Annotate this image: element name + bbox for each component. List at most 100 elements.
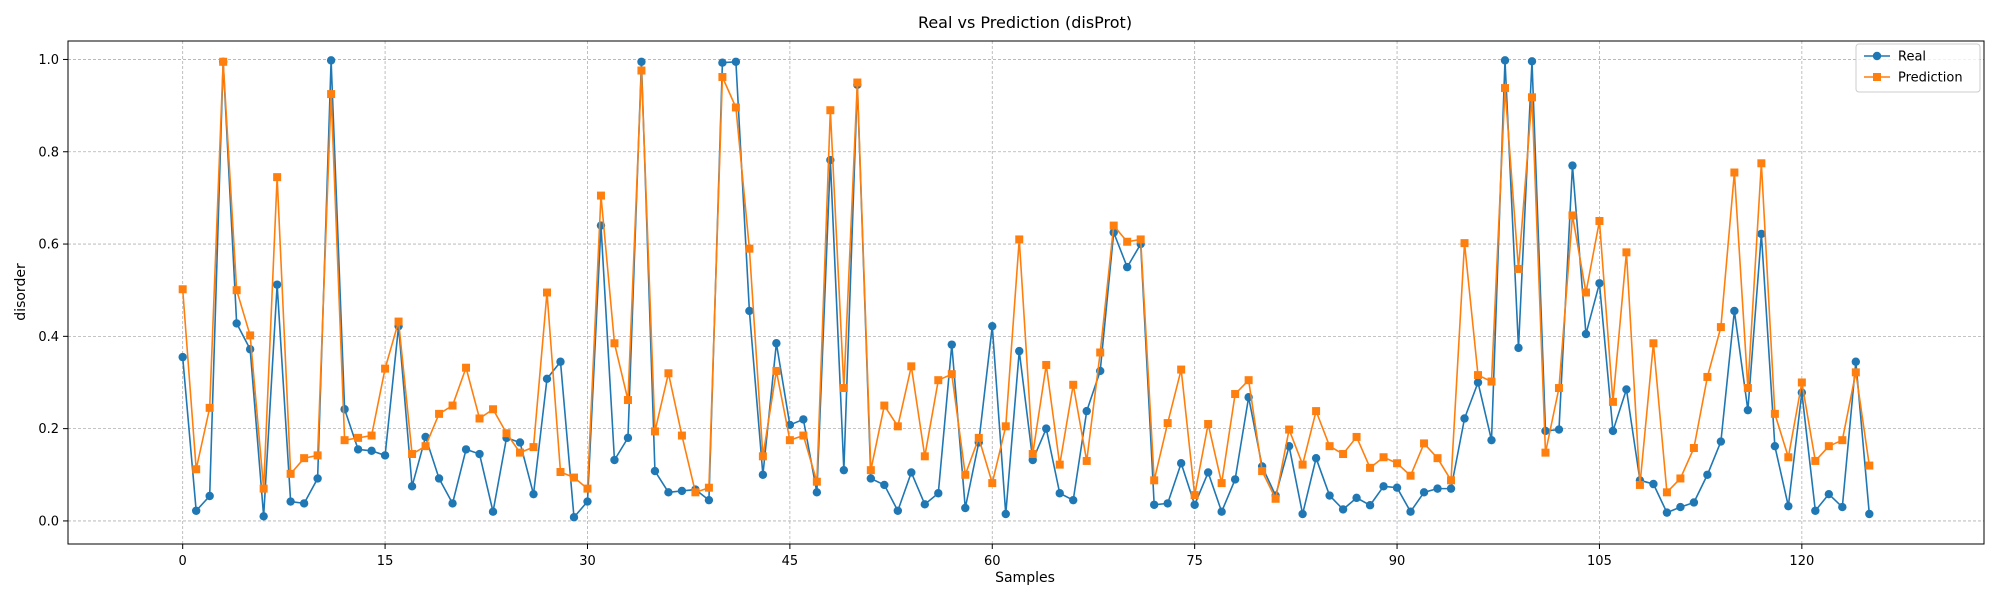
data-point-prediction: [1851, 368, 1860, 377]
data-point-prediction: [408, 450, 417, 459]
data-point-prediction: [1069, 380, 1078, 389]
data-point-real: [1743, 405, 1753, 415]
data-point-prediction: [1716, 323, 1725, 332]
data-point-real: [1568, 161, 1577, 170]
legend-label-prediction: Prediction: [1898, 71, 1963, 86]
data-point-prediction: [1487, 377, 1496, 386]
data-point-prediction: [1258, 467, 1267, 476]
data-point-prediction: [1460, 239, 1469, 248]
data-point-real: [1406, 507, 1415, 516]
data-point-prediction: [1123, 237, 1132, 246]
data-point-real: [1662, 508, 1672, 517]
data-point-real: [907, 468, 916, 477]
data-point-prediction: [192, 465, 201, 474]
data-point-real: [772, 339, 781, 348]
data-point-real: [1851, 357, 1861, 366]
series-line-real: [181, 59, 1871, 519]
data-point-prediction: [1163, 419, 1172, 428]
data-point-real: [1757, 229, 1766, 239]
data-point-real: [1770, 441, 1780, 451]
data-point-prediction: [1366, 463, 1375, 472]
data-point-real: [1311, 453, 1321, 463]
data-point-prediction: [1649, 339, 1658, 348]
data-point-prediction: [475, 414, 484, 423]
data-point-real: [745, 306, 754, 316]
data-point-real: [1487, 435, 1496, 445]
data-point-prediction: [273, 173, 282, 182]
x-tick-label: 105: [1587, 554, 1612, 569]
data-point-real: [866, 474, 876, 483]
data-point-real: [259, 512, 268, 521]
data-point-prediction: [502, 429, 511, 438]
data-point-real: [1325, 491, 1334, 500]
data-point-prediction: [1109, 221, 1118, 230]
data-point-prediction: [1541, 448, 1550, 457]
data-point-real: [637, 57, 646, 66]
data-point-prediction: [880, 401, 889, 410]
data-point-real: [421, 432, 430, 442]
data-point-real: [475, 449, 484, 459]
data-point-prediction: [988, 479, 997, 488]
data-point-prediction: [799, 431, 808, 440]
data-point-real: [542, 374, 552, 383]
data-point-real: [1190, 500, 1199, 509]
data-point-prediction: [340, 436, 349, 445]
data-point-real: [245, 345, 255, 354]
data-point-prediction: [1757, 159, 1766, 168]
data-point-prediction: [758, 452, 767, 461]
data-point-prediction: [610, 339, 619, 348]
data-point-prediction: [691, 488, 700, 497]
data-point-real: [880, 480, 889, 490]
data-point-prediction: [543, 288, 551, 297]
data-point-prediction: [974, 433, 983, 442]
data-point-prediction: [1217, 479, 1226, 488]
y-tick-label: 0.4: [38, 330, 59, 345]
data-point-prediction: [772, 366, 781, 375]
data-point-prediction: [745, 244, 754, 253]
legend-marker-real: [1872, 51, 1882, 61]
series-line-prediction: [181, 60, 1871, 500]
x-tick-label: 60: [984, 554, 1001, 569]
data-point-prediction: [1568, 211, 1577, 220]
data-point-real: [1460, 414, 1469, 423]
data-point-real: [1069, 495, 1078, 505]
data-point-real: [718, 58, 727, 67]
data-point-real: [947, 340, 956, 349]
data-point-prediction: [327, 90, 336, 99]
data-point-real: [988, 321, 997, 331]
x-tick-label: 120: [1789, 554, 1814, 569]
data-point-real: [1082, 406, 1091, 416]
data-point-real: [1500, 56, 1510, 65]
data-point-real: [1554, 425, 1564, 434]
data-point-prediction: [1703, 372, 1712, 381]
data-point-real: [812, 488, 822, 497]
data-point-prediction: [1730, 168, 1739, 177]
data-point-real: [1365, 501, 1375, 510]
data-point-real: [313, 474, 322, 483]
data-point-prediction: [623, 396, 632, 405]
data-point-real: [569, 513, 579, 522]
data-point-prediction: [583, 484, 592, 493]
x-tick-label: 15: [377, 554, 394, 569]
data-point-real: [961, 503, 970, 513]
legend-label-real: Real: [1898, 50, 1926, 65]
x-axis-label: Samples: [995, 570, 1055, 586]
data-point-prediction: [1406, 471, 1415, 480]
data-point-real: [1716, 437, 1726, 446]
data-point-prediction: [435, 409, 444, 418]
data-point-real: [1608, 426, 1618, 436]
data-point-prediction: [907, 362, 916, 371]
data-point-real: [1217, 507, 1226, 516]
data-point-real: [191, 506, 201, 515]
data-point-real: [1473, 378, 1483, 387]
data-point-real: [1541, 426, 1550, 436]
data-point-real: [1338, 505, 1348, 514]
data-point-prediction: [448, 401, 457, 410]
data-point-prediction: [826, 106, 835, 115]
data-point-prediction: [1177, 365, 1186, 374]
data-point-prediction: [1231, 390, 1240, 399]
data-point-prediction: [1824, 442, 1833, 451]
data-point-real: [326, 56, 336, 65]
data-point-real: [704, 495, 714, 505]
